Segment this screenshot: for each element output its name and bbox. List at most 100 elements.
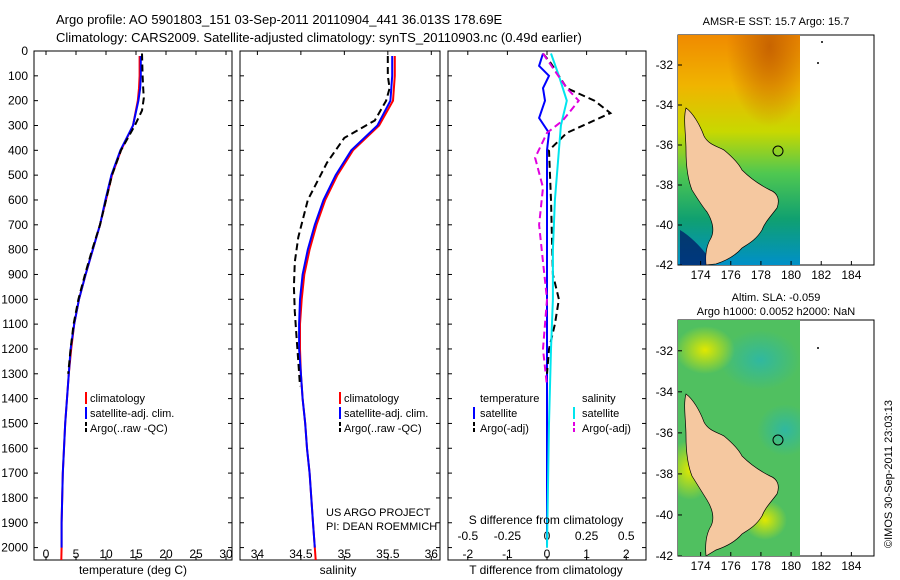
x-tick-label: 20 bbox=[159, 547, 173, 561]
y-tick-label: 900 bbox=[8, 267, 28, 281]
salinity-legend: climatology satellite-adj. clim. Argo(..… bbox=[339, 392, 428, 435]
map-x-tick-label: 180 bbox=[781, 559, 801, 573]
legend-temp-argo-label: Argo(-adj) bbox=[480, 423, 529, 435]
y-tick-label: 100 bbox=[8, 69, 28, 83]
y-tick-label: 300 bbox=[8, 118, 28, 132]
sla-heatmap bbox=[678, 320, 800, 556]
map-y-tick-label: -42 bbox=[656, 258, 674, 272]
salinity-x-axis: 34 34.5 35 35.5 36 bbox=[240, 50, 440, 561]
y-tick-label: 1800 bbox=[1, 491, 28, 505]
sla-map-subtitle: Argo h1000: 0.0052 h2000: NaN bbox=[697, 306, 855, 318]
x-tick-label: -1 bbox=[502, 547, 513, 561]
sla-map-title: Altim. SLA: -0.059 bbox=[732, 292, 821, 304]
series-line-temperature-argo-adj bbox=[542, 52, 613, 374]
legend-sal-satellite-label: satellite bbox=[582, 408, 619, 420]
series-line-argo-raw-qc bbox=[292, 56, 391, 387]
y-tick-label: 1700 bbox=[1, 466, 28, 480]
y-tick-label: 1400 bbox=[1, 392, 28, 406]
header-subtitle: Climatology: CARS2009. Satellite-adjuste… bbox=[56, 30, 582, 45]
legend-satellite-label: satellite-adj. clim. bbox=[344, 408, 428, 420]
map-x-tick-label: 182 bbox=[811, 559, 831, 573]
x-tick-label: 15 bbox=[129, 547, 143, 561]
sst-land-north-island bbox=[684, 107, 779, 265]
x-tick-label: 36 bbox=[425, 547, 439, 561]
depth-axis: 0 100 200 300 400 500 600 700 800 900 1000 1100 1200… bbox=[1, 44, 28, 555]
y-tick-label: 1600 bbox=[1, 441, 28, 455]
project-label: US ARGO PROJECT bbox=[326, 507, 431, 519]
map-y-tick-label: -32 bbox=[656, 344, 674, 358]
map-y-tick-label: -40 bbox=[656, 218, 674, 232]
series-line-salinity-argo-adj bbox=[534, 52, 581, 387]
sla-argo-position-marker bbox=[772, 434, 784, 446]
map-y-tick-label: -36 bbox=[656, 426, 674, 440]
y-tick-label: 2000 bbox=[1, 541, 28, 555]
sla-island-dot bbox=[817, 347, 819, 349]
y-tick-label: 600 bbox=[8, 193, 28, 207]
x-tick-label-salinity: 0.5 bbox=[618, 529, 635, 543]
legend-argo-label: Argo(..raw -QC) bbox=[90, 423, 168, 435]
sst-map-panel: AMSR-E SST: 15.7 Argo: 15.7 174 176 178 180… bbox=[656, 16, 875, 282]
y-tick-label: 1900 bbox=[1, 516, 28, 530]
sst-cold-water bbox=[680, 230, 706, 265]
y-tick-label: 1000 bbox=[1, 292, 28, 306]
x-tick-label: 2 bbox=[623, 547, 630, 561]
x-tick-label: 0 bbox=[43, 547, 50, 561]
difference-legend: temperature satellite Argo(-adj) salinit… bbox=[473, 393, 631, 435]
legend-salinity-title: salinity bbox=[582, 393, 616, 405]
legend-temp-satellite-label: satellite bbox=[480, 408, 517, 420]
map-y-tick-label: -34 bbox=[656, 385, 674, 399]
series-line-satellite-adj-clim bbox=[298, 56, 394, 548]
legend-satellite-label: satellite-adj. clim. bbox=[90, 408, 174, 420]
difference-panel: -2 -1 0 1 2-0.5 -0.25 0 0.25 0.5 S difference fr… bbox=[447, 50, 647, 577]
legend-argo-label: Argo(..raw -QC) bbox=[344, 423, 422, 435]
legend-temperature-title: temperature bbox=[480, 393, 539, 405]
salinity-series bbox=[292, 56, 396, 561]
sla-land-north-island bbox=[684, 393, 779, 556]
y-tick-label: 800 bbox=[8, 243, 28, 257]
map-y-tick-label: -38 bbox=[656, 467, 674, 481]
temperature-legend: climatology satellite-adj. clim. Argo(..… bbox=[85, 392, 174, 435]
map-y-tick-label: -32 bbox=[656, 58, 674, 72]
map-y-tick-label: -38 bbox=[656, 178, 674, 192]
x-tick-label: 0 bbox=[544, 547, 551, 561]
x-tick-label: 1 bbox=[583, 547, 590, 561]
salinity-difference-label: S difference from climatology bbox=[469, 513, 624, 527]
map-y-tick-label: -34 bbox=[656, 98, 674, 112]
temperature-series bbox=[60, 53, 145, 561]
map-x-tick-label: 174 bbox=[691, 268, 711, 282]
sla-low-patch bbox=[720, 330, 800, 390]
map-x-tick-label: 184 bbox=[841, 559, 861, 573]
y-tick-label: 400 bbox=[8, 143, 28, 157]
map-y-tick-label: -40 bbox=[656, 508, 674, 522]
credit-label: ©IMOS 30-Sep-2011 23:03:13 bbox=[883, 400, 895, 548]
map-x-tick-label: 182 bbox=[811, 268, 831, 282]
sla-high-patch bbox=[678, 326, 735, 374]
x-tick-label: 5 bbox=[73, 547, 80, 561]
x-tick-label: -2 bbox=[462, 547, 473, 561]
sst-map-title: AMSR-E SST: 15.7 Argo: 15.7 bbox=[703, 16, 850, 28]
map-x-tick-label: 176 bbox=[721, 268, 741, 282]
pi-label: PI: DEAN ROEMMICH bbox=[326, 521, 437, 533]
y-tick-label: 1500 bbox=[1, 416, 28, 430]
y-tick-label: 1200 bbox=[1, 342, 28, 356]
x-tick-label-salinity: -0.25 bbox=[494, 529, 522, 543]
legend-sal-argo-label: Argo(-adj) bbox=[582, 423, 631, 435]
legend-climatology-label: climatology bbox=[344, 393, 400, 405]
temperature-x-axis: 0 5 10 15 20 25 30 bbox=[34, 50, 233, 561]
temperature-plot-frame bbox=[33, 50, 233, 561]
x-tick-label: 30 bbox=[219, 547, 233, 561]
sst-argo-position-marker bbox=[772, 145, 784, 157]
x-tick-label-salinity: -0.5 bbox=[457, 529, 478, 543]
x-tick-label-salinity: 0.25 bbox=[575, 529, 599, 543]
series-line-argo-raw-qc bbox=[67, 53, 145, 374]
sst-island-dot bbox=[817, 62, 819, 64]
x-tick-label: 10 bbox=[99, 547, 113, 561]
map-x-tick-label: 174 bbox=[691, 559, 711, 573]
y-tick-label: 0 bbox=[21, 44, 28, 58]
y-tick-label: 1300 bbox=[1, 367, 28, 381]
temperature-x-label: temperature (deg C) bbox=[79, 563, 187, 577]
x-tick-label: 34.5 bbox=[289, 547, 313, 561]
salinity-panel: 34 34.5 35 35.5 36 salinity climatology sate… bbox=[239, 50, 441, 577]
y-tick-label: 200 bbox=[8, 94, 28, 108]
